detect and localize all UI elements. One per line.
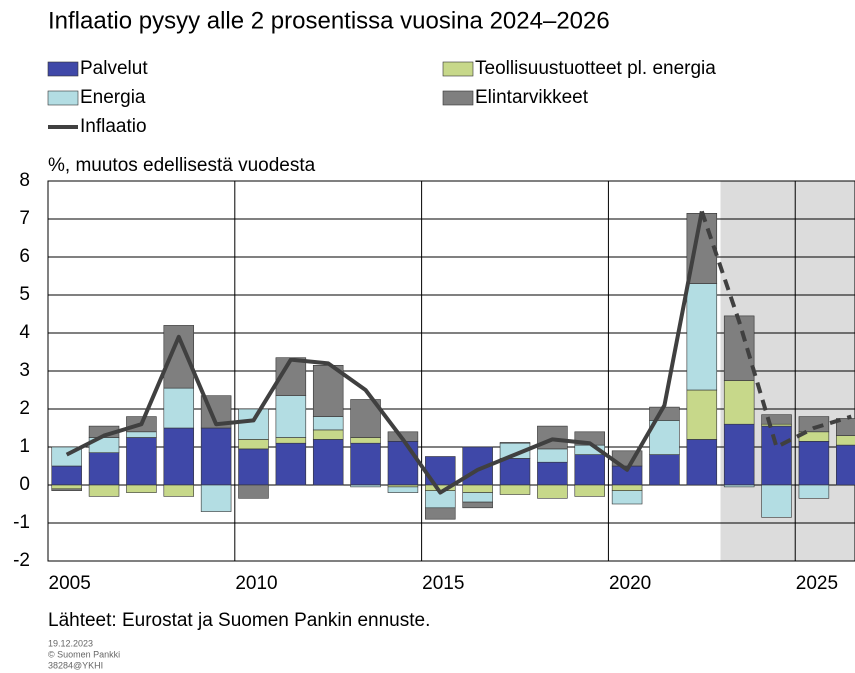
bar	[238, 484, 269, 499]
bar	[88, 484, 120, 497]
y-tick-label: 4	[19, 322, 30, 343]
y-tick-label: 0	[19, 474, 30, 495]
legend-swatch	[47, 61, 79, 77]
bar	[312, 429, 344, 440]
x-tick-label: 2005	[49, 573, 91, 594]
bar	[462, 501, 493, 509]
legend-swatch	[47, 90, 79, 106]
inflation-line	[699, 210, 852, 449]
bar	[686, 439, 718, 486]
bar	[686, 283, 718, 391]
bar	[723, 315, 755, 381]
x-tick-label: 2015	[422, 573, 464, 594]
bar	[312, 416, 344, 431]
bar	[611, 484, 643, 491]
bar	[163, 427, 195, 486]
legend-label: Elintarvikkeet	[475, 87, 589, 108]
bar	[275, 395, 307, 438]
bar	[537, 461, 568, 486]
bar	[723, 484, 755, 488]
x-tick-label: 2020	[609, 573, 651, 594]
bar	[537, 448, 568, 463]
bar	[51, 465, 82, 486]
bar	[836, 435, 855, 446]
y-axis-label: %, muutos edellisestä vuodesta	[48, 155, 316, 176]
bar	[350, 442, 381, 486]
bar	[723, 380, 755, 425]
bar	[499, 442, 531, 444]
legend-label: Inflaatio	[80, 116, 147, 137]
y-tick-label: -1	[13, 512, 30, 533]
bar	[574, 484, 605, 497]
bar	[126, 437, 157, 486]
bar	[798, 484, 830, 499]
bar	[51, 488, 82, 491]
bar	[723, 423, 755, 486]
bar	[51, 484, 82, 490]
bar	[761, 414, 792, 425]
bar	[387, 486, 419, 493]
bar	[312, 439, 344, 486]
footnote: 38284@YKHI	[48, 660, 103, 670]
bar	[761, 425, 792, 486]
y-tick-label: 2	[19, 398, 30, 419]
bar	[275, 437, 307, 444]
inflation-line	[65, 211, 704, 495]
bar	[686, 389, 718, 440]
bar	[499, 458, 531, 486]
y-tick-label: 1	[19, 436, 30, 457]
bar	[462, 484, 493, 493]
bar	[238, 448, 269, 486]
bar	[537, 484, 568, 499]
bar	[88, 452, 120, 486]
footnote: 19.12.2023	[48, 638, 93, 648]
legend-label: Teollisuustuotteet pl. energia	[475, 58, 716, 79]
y-tick-label: 6	[19, 246, 30, 267]
bar	[238, 439, 269, 450]
bar	[275, 442, 307, 486]
bar	[387, 440, 419, 486]
bar	[163, 484, 195, 497]
bar	[649, 454, 680, 486]
bar	[163, 387, 195, 429]
y-tick-label: 5	[19, 284, 30, 305]
y-tick-label: -2	[13, 550, 30, 571]
bar	[836, 444, 855, 486]
legend-label: Palvelut	[80, 58, 148, 79]
plot-area	[51, 210, 855, 520]
bar	[761, 484, 792, 518]
y-tick-label: 7	[19, 208, 30, 229]
footnote: © Suomen Pankki	[48, 649, 120, 659]
bar	[350, 437, 381, 444]
bar	[126, 431, 157, 438]
bar	[499, 484, 531, 495]
legend-label: Energia	[80, 87, 146, 108]
bar	[798, 416, 830, 433]
chart-title: Inflaatio pysyy alle 2 prosentissa vuosi…	[48, 7, 610, 34]
bar	[574, 454, 605, 486]
bar	[200, 427, 232, 486]
legend-swatch	[442, 61, 474, 77]
y-tick-label: 3	[19, 360, 30, 381]
source: Lähteet: Eurostat ja Suomen Pankin ennus…	[48, 610, 430, 631]
y-tick-label: 8	[19, 170, 30, 191]
bar	[238, 408, 269, 440]
bar	[425, 507, 456, 520]
plot-frame	[47, 180, 855, 562]
x-tick-label: 2010	[235, 573, 277, 594]
x-tick-label: 2025	[796, 573, 838, 594]
legend-swatch	[442, 90, 474, 106]
bar	[126, 484, 157, 493]
bar	[200, 484, 232, 512]
bar	[350, 484, 381, 488]
bar	[798, 440, 830, 486]
bar	[462, 492, 493, 503]
bar	[611, 490, 643, 505]
